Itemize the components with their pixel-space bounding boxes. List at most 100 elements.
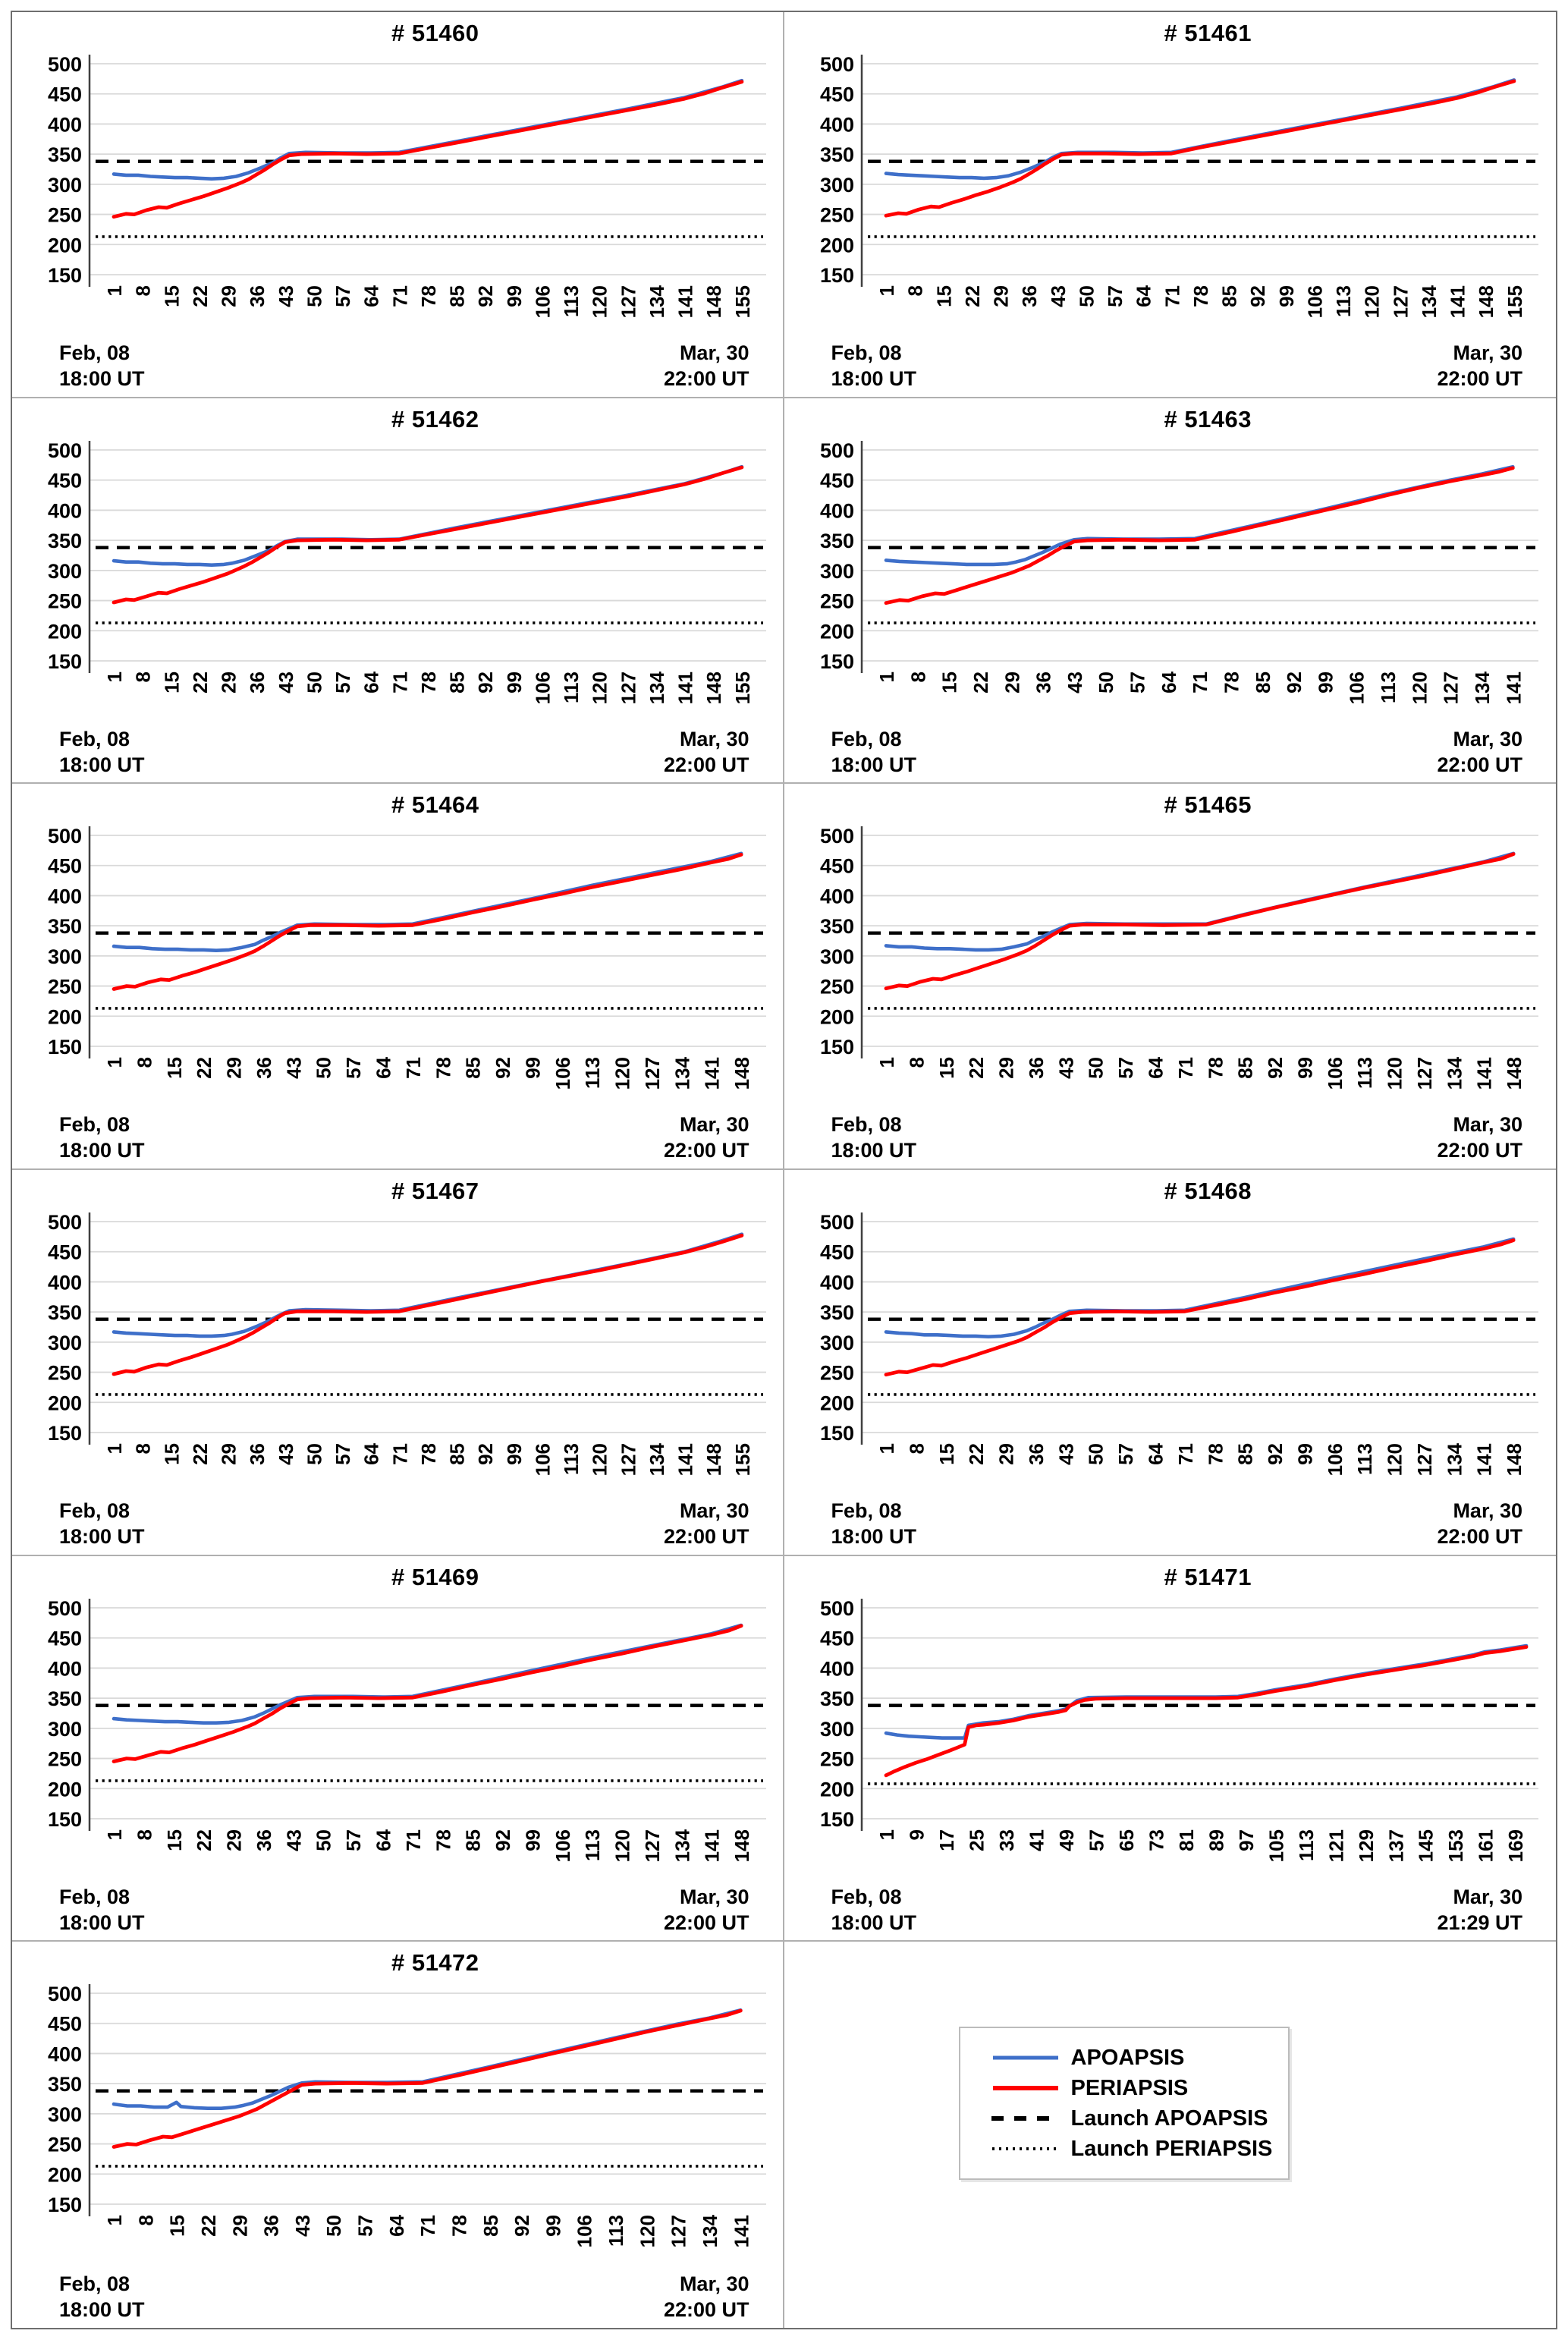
y-tick-label: 400 bbox=[819, 1657, 853, 1680]
x-tick-label: 120 bbox=[1383, 1443, 1406, 1476]
y-tick-label: 350 bbox=[48, 530, 82, 552]
x-tick-label: 36 bbox=[1024, 1057, 1047, 1079]
x-tick-label: 99 bbox=[1293, 1057, 1316, 1079]
y-tick-label: 300 bbox=[48, 1718, 82, 1741]
x-tick-label: 36 bbox=[1024, 1443, 1047, 1465]
y-tick-label: 450 bbox=[48, 469, 82, 492]
y-tick-label: 150 bbox=[819, 1808, 853, 1831]
x-tick-label: 120 bbox=[1360, 285, 1383, 318]
periapsis-line bbox=[112, 853, 743, 992]
plot-area: 500 450 400 350 300 250 200 150 1 8 15 22 29 36 43 50 57… bbox=[48, 1211, 766, 1476]
x-axis-footer: Feb, 08 18:00 UT Mar, 30 22:00 UT bbox=[59, 2272, 749, 2323]
x-tick-label: 1 bbox=[103, 1829, 126, 1840]
x-tick-label: 141 bbox=[1472, 1057, 1495, 1090]
start-time: 18:00 UT bbox=[59, 1139, 145, 1162]
y-tick-label: 200 bbox=[48, 2164, 82, 2187]
footer-end: Mar, 30 22:00 UT bbox=[664, 1112, 749, 1164]
y-tick-label: 500 bbox=[819, 825, 853, 848]
x-tick-label: 1 bbox=[875, 671, 898, 682]
apoapsis-line bbox=[884, 464, 1515, 566]
x-tick-label: 15 bbox=[160, 285, 183, 307]
start-date: Feb, 08 bbox=[59, 727, 130, 750]
x-tick-label: 127 bbox=[1389, 285, 1412, 318]
x-tick-label: 113 bbox=[560, 1443, 583, 1475]
x-tick-label: 57 bbox=[1085, 1829, 1108, 1851]
y-tick-label: 400 bbox=[48, 2043, 82, 2066]
x-tick-label: 141 bbox=[674, 1443, 697, 1476]
x-tick-label: 36 bbox=[246, 285, 269, 307]
x-tick-label: 29 bbox=[223, 1829, 246, 1851]
x-tick-label: 134 bbox=[699, 2215, 721, 2248]
x-tick-label: 92 bbox=[474, 285, 497, 307]
periapsis-line bbox=[884, 1238, 1515, 1377]
y-tick-label: 450 bbox=[48, 1627, 82, 1650]
footer-start: Feb, 08 18:00 UT bbox=[831, 1112, 917, 1164]
x-tick-label: 22 bbox=[193, 1829, 215, 1851]
y-tick-label: 350 bbox=[48, 143, 82, 166]
start-date: Feb, 08 bbox=[59, 1499, 130, 1523]
x-tick-label: 1 bbox=[875, 1057, 898, 1068]
x-tick-label: 22 bbox=[969, 671, 991, 694]
x-tick-label: 106 bbox=[1323, 1057, 1346, 1090]
end-time: 22:00 UT bbox=[1437, 1139, 1522, 1162]
x-tick-label: 78 bbox=[1189, 285, 1211, 307]
x-tick-label: 106 bbox=[531, 285, 554, 318]
end-time: 22:00 UT bbox=[663, 1911, 749, 1934]
x-tick-label: 71 bbox=[416, 2215, 439, 2237]
y-tick-label: 500 bbox=[48, 1983, 82, 2005]
x-tick-label: 99 bbox=[1314, 671, 1337, 694]
x-tick-label: 113 bbox=[1353, 1057, 1376, 1089]
x-tick-label: 25 bbox=[965, 1829, 988, 1851]
x-tick-label: 153 bbox=[1444, 1829, 1467, 1862]
x-tick-label: 8 bbox=[905, 1443, 928, 1454]
x-tick-label: 8 bbox=[132, 1443, 155, 1454]
end-date: Mar, 30 bbox=[1453, 341, 1522, 365]
x-tick-label: 78 bbox=[417, 1443, 440, 1465]
x-tick-label: 50 bbox=[303, 285, 325, 307]
x-tick-label: 64 bbox=[1157, 671, 1180, 693]
y-tick-label: 250 bbox=[819, 204, 853, 227]
y-tick-label: 450 bbox=[48, 2013, 82, 2036]
x-tick-label: 127 bbox=[641, 1829, 664, 1862]
x-tick-label: 148 bbox=[702, 671, 725, 704]
footer-end: Mar, 30 22:00 UT bbox=[1437, 1112, 1522, 1164]
y-tick-label: 200 bbox=[48, 1778, 82, 1801]
x-tick-label: 50 bbox=[1084, 1443, 1107, 1465]
legend-label: APOAPSIS bbox=[1070, 2045, 1185, 2070]
x-tick-label: 106 bbox=[1345, 671, 1368, 704]
y-tick-label: 450 bbox=[48, 1241, 82, 1264]
y-tick-label: 500 bbox=[48, 439, 82, 462]
x-tick-label: 127 bbox=[617, 285, 639, 318]
start-time: 18:00 UT bbox=[59, 753, 145, 776]
x-tick-label: 129 bbox=[1354, 1829, 1377, 1862]
legend-label: Launch APOAPSIS bbox=[1070, 2106, 1268, 2131]
y-tick-label: 200 bbox=[819, 234, 853, 256]
x-tick-label: 64 bbox=[360, 671, 383, 693]
x-tick-label: 36 bbox=[253, 1829, 275, 1851]
x-tick-label: 148 bbox=[702, 285, 725, 318]
y-tick-label: 300 bbox=[819, 945, 853, 968]
x-tick-label: 29 bbox=[218, 285, 240, 307]
x-tick-label: 64 bbox=[360, 285, 383, 307]
x-tick-label: 85 bbox=[479, 2215, 502, 2237]
y-tick-label: 500 bbox=[48, 1211, 82, 1234]
x-tick-label: 57 bbox=[1126, 671, 1149, 694]
orbit-evolution-chart: # 51460 500 450 400 350 300 250 200 150 1 8 15 22 29… bbox=[12, 12, 784, 398]
x-tick-label: 78 bbox=[432, 1057, 454, 1079]
end-date: Mar, 30 bbox=[679, 1885, 749, 1908]
x-tick-label: 36 bbox=[1032, 671, 1054, 694]
x-axis-footer: Feb, 08 18:00 UT Mar, 30 22:00 UT bbox=[831, 727, 1523, 778]
y-tick-label: 150 bbox=[48, 1036, 82, 1058]
x-tick-label: 127 bbox=[1439, 671, 1462, 704]
x-tick-label: 71 bbox=[1174, 1443, 1196, 1465]
x-tick-label: 22 bbox=[189, 671, 212, 694]
x-tick-label: 155 bbox=[731, 671, 754, 704]
y-tick-label: 250 bbox=[48, 590, 82, 612]
x-tick-label: 29 bbox=[223, 1057, 246, 1079]
legend-item-apoapsis: APOAPSIS bbox=[991, 2046, 1288, 2071]
footer-start: Feb, 08 18:00 UT bbox=[59, 1885, 145, 1936]
x-tick-label: 43 bbox=[1046, 285, 1069, 307]
x-tick-label: 99 bbox=[1293, 1443, 1316, 1465]
x-tick-label: 1 bbox=[103, 1057, 126, 1068]
footer-start: Feb, 08 18:00 UT bbox=[59, 2272, 145, 2323]
